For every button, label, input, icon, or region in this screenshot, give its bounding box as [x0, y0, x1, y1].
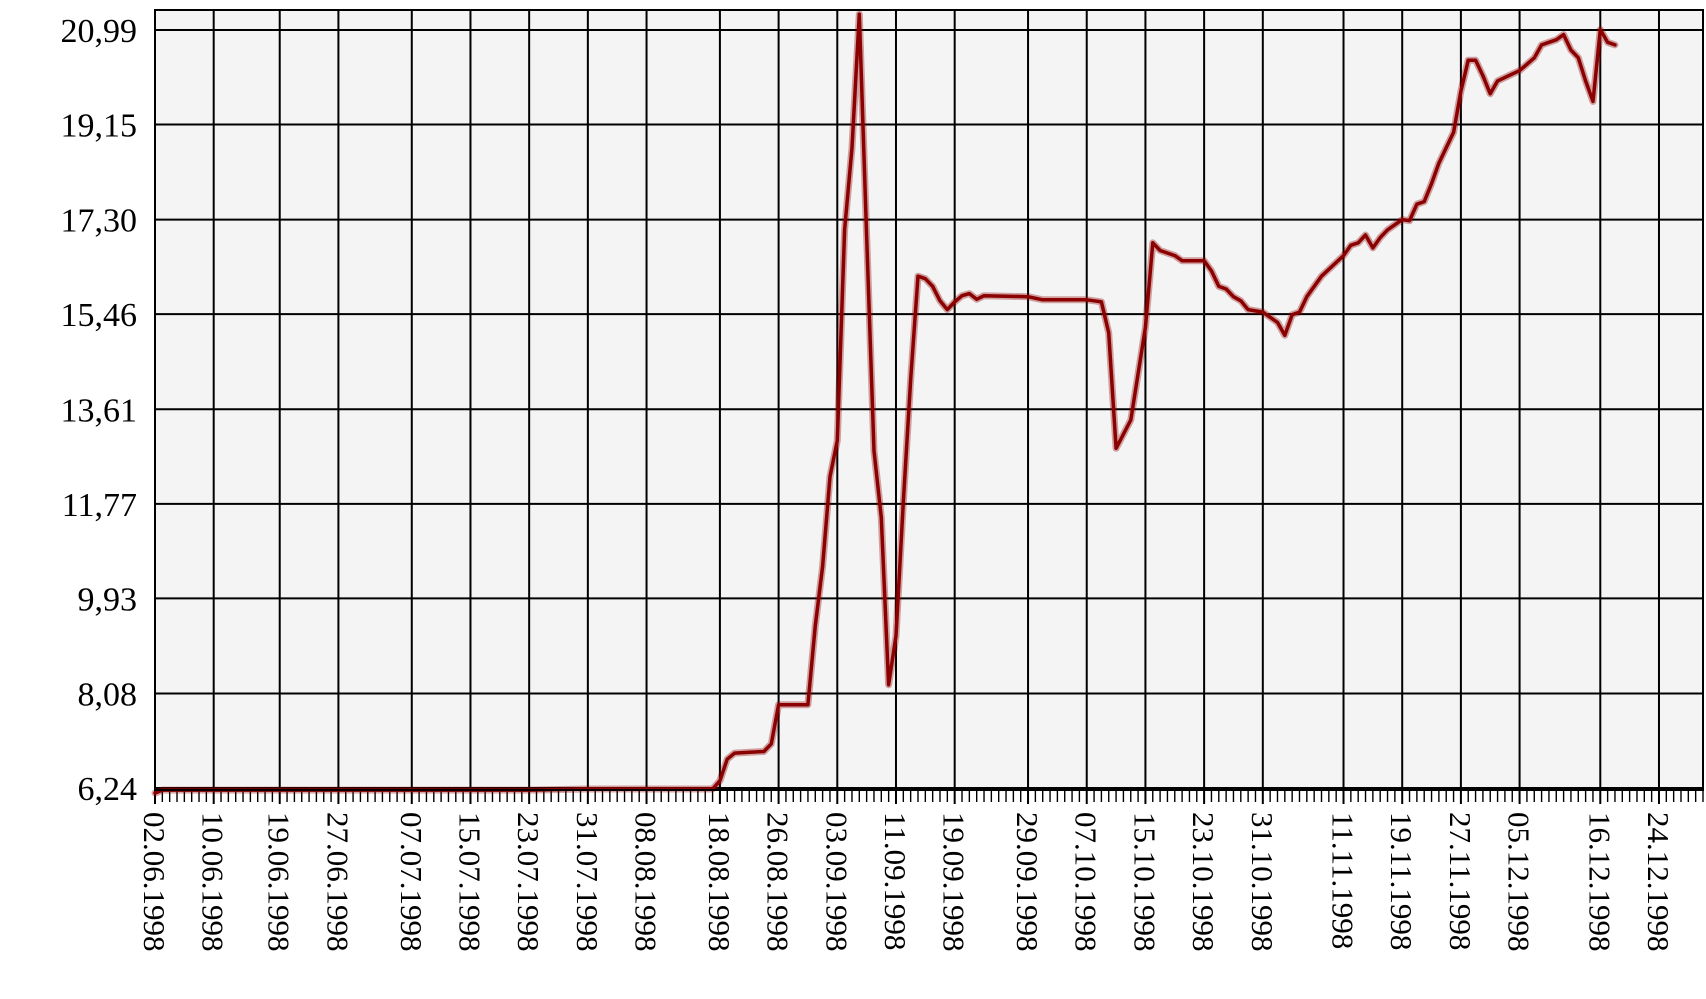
x-tick-label: 18.08.1998: [702, 812, 737, 952]
x-tick-label: 02.06.1998: [137, 812, 172, 952]
y-tick-label: 15,46: [61, 297, 138, 334]
x-tick-label: 08.08.1998: [629, 812, 664, 952]
x-tick-label: 05.12.1998: [1502, 812, 1537, 952]
series-group: [151, 10, 1619, 797]
grid: [154, 10, 1703, 804]
x-tick-label: 07.07.1998: [394, 812, 429, 952]
x-tick-label: 11.09.1998: [878, 812, 913, 950]
y-tick-label: 20,99: [61, 13, 138, 50]
x-tick-label: 15.10.1998: [1127, 812, 1162, 952]
x-tick-label: 23.10.1998: [1186, 812, 1221, 952]
series-line: [153, 12, 1617, 795]
x-tick-label: 19.09.1998: [937, 812, 972, 952]
x-axis: 02.06.1998 10.06.1998 19.06.1998 27.06.1998…: [137, 790, 1704, 952]
x-tick-label: 31.10.1998: [1245, 812, 1280, 952]
y-tick-label: 9,93: [78, 581, 138, 618]
x-tick-label: 19.11.1998: [1384, 812, 1419, 950]
y-tick-label: 13,61: [61, 392, 138, 429]
y-axis: 6,24 8,08 9,93 11,77 13,61 15,46 17,30 19,15 20,…: [61, 13, 138, 808]
x-tick-label: 27.11.1998: [1443, 812, 1478, 950]
y-tick-label: 19,15: [61, 108, 138, 145]
x-tick-label: 03.09.1998: [819, 812, 854, 952]
y-tick-label: 11,77: [62, 487, 137, 524]
x-tick-label: 31.07.1998: [570, 812, 605, 952]
y-tick-label: 6,24: [78, 771, 138, 808]
x-tick-label: 16.12.1998: [1582, 812, 1617, 952]
x-tick-label: 27.06.1998: [320, 812, 355, 952]
x-tick-label: 29.09.1998: [1010, 812, 1045, 952]
y-tick-label: 8,08: [78, 676, 138, 713]
x-tick-label: 26.08.1998: [761, 812, 796, 952]
x-tick-label: 19.06.1998: [262, 812, 297, 952]
x-tick-label: 24.12.1998: [1641, 812, 1676, 952]
x-tick-label: 07.10.1998: [1069, 812, 1104, 952]
plot-area: [155, 10, 1703, 790]
x-tick-label: 10.06.1998: [196, 812, 231, 952]
x-tick-label: 15.07.1998: [452, 812, 487, 952]
x-tick-label: 11.11.1998: [1326, 812, 1361, 949]
plot-border: [154, 9, 1704, 791]
x-tick-label: 23.07.1998: [511, 812, 546, 952]
y-tick-label: 17,30: [61, 203, 138, 240]
